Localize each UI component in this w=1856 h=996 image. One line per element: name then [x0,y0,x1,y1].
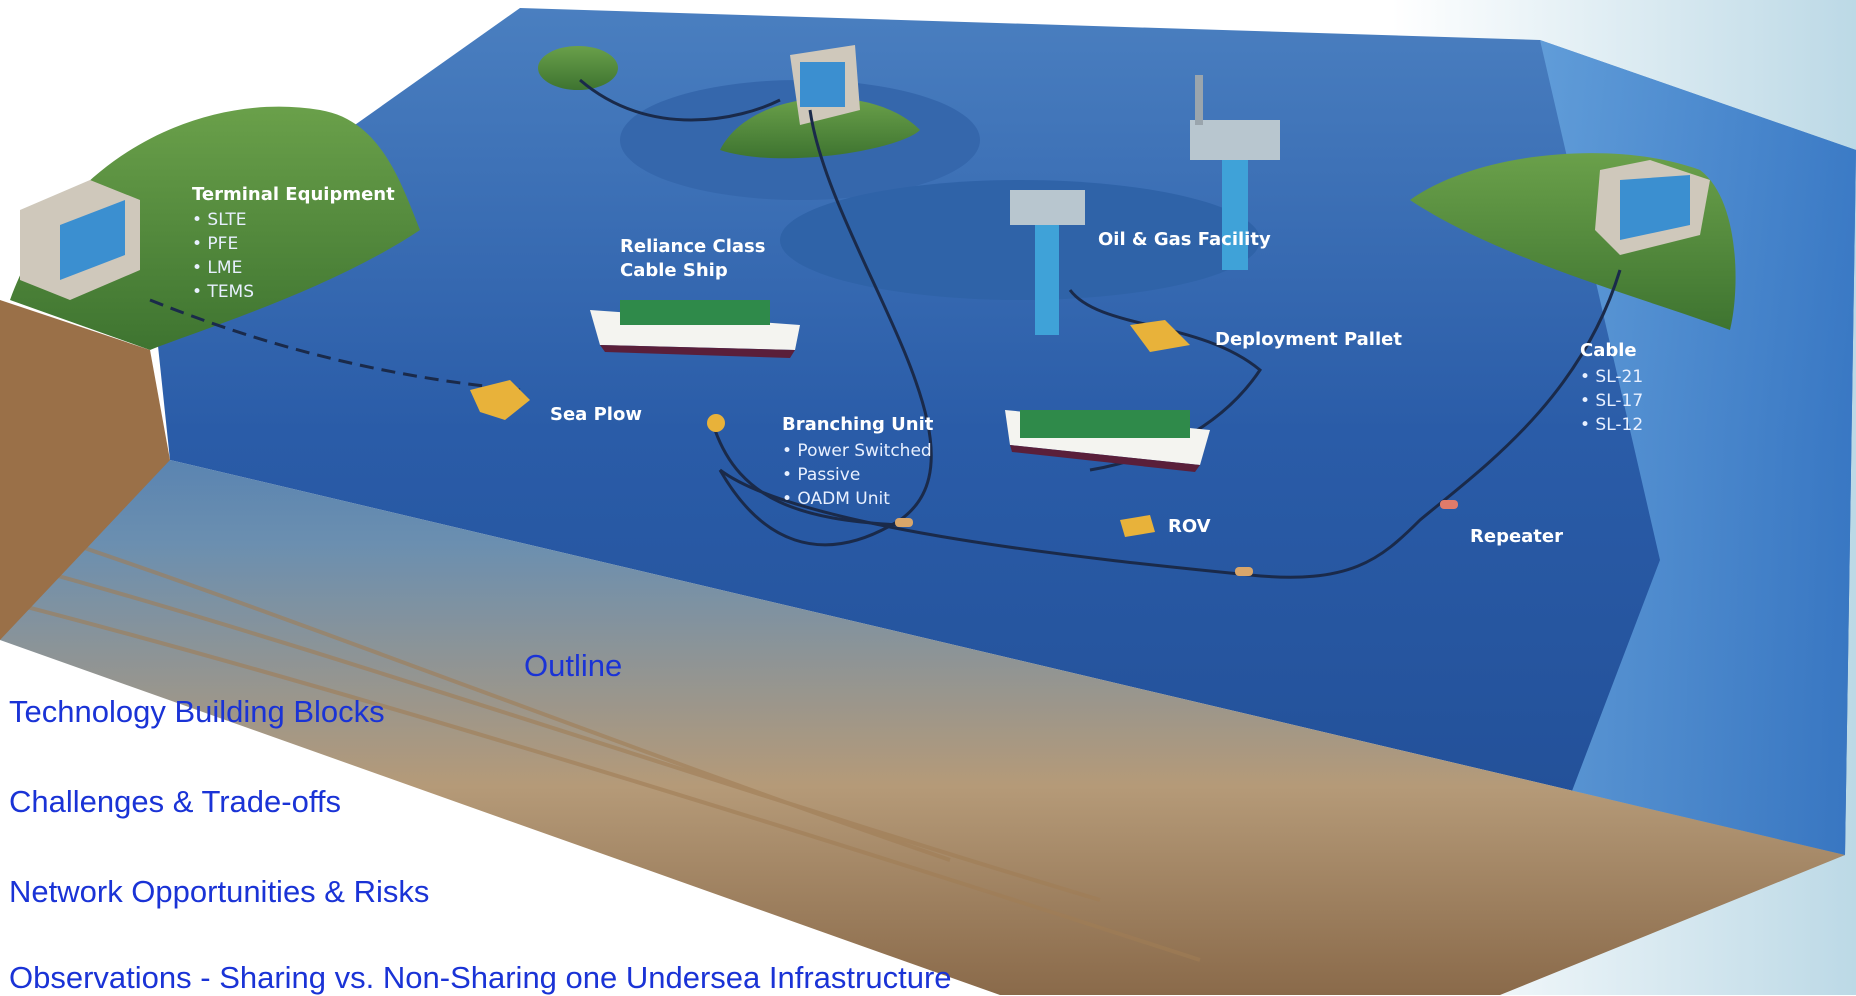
block-right-side [1500,40,1856,980]
cable-ship-label: Reliance Class [620,236,765,257]
sea-plow [470,380,530,420]
cable-route [149,298,521,392]
cable-label: Cable [1580,340,1637,361]
outline-item: Observations - Sharing vs. Non-Sharing o… [9,960,952,995]
terminal-building-center [790,45,860,125]
cable-ship-label: Cable Ship [620,260,728,281]
rov-label: ROV [1168,516,1211,537]
repeater-marker [1440,500,1458,509]
terminal-building-left [20,180,140,300]
cable-item: • SL-12 [1580,415,1643,435]
branching-unit-item: • Passive [782,465,860,485]
branching-unit-item: • Power Switched [782,441,932,461]
deployment-pallet [1130,320,1190,352]
outline-item: Technology Building Blocks [9,694,385,729]
terminal-equipment-item: • TEMS [192,282,254,302]
cable-route [713,429,901,527]
block-front-section [0,300,1845,995]
cable-route [719,269,1622,579]
branching-unit-item: • OADM Unit [782,489,890,509]
small-island [538,46,618,90]
repeater-marker [895,518,913,527]
branching-unit-label: Branching Unit [782,414,934,435]
cable-item: • SL-21 [1580,367,1643,387]
left-landmass [10,106,420,350]
cable-route [718,109,933,547]
terminal-equipment-item: • PFE [192,234,238,254]
outline-item: Challenges & Trade-offs [9,784,342,819]
cable-route [579,78,781,122]
oil-gas-platform [1010,75,1280,335]
terminal-equipment-label: Terminal Equipment [192,184,395,205]
terminal-equipment-item: • SLTE [192,210,246,230]
rov [1120,515,1155,537]
repeater-label: Repeater [1470,526,1563,547]
seafloor-mound [780,180,1260,300]
outline-item: Network Opportunities & Risks [9,874,430,909]
deployment-pallet-label: Deployment Pallet [1215,329,1402,350]
center-island [720,97,920,159]
terminal-building-right [1595,160,1710,255]
sea-surface [150,8,1856,855]
oil-gas-facility-label: Oil & Gas Facility [1098,229,1271,250]
branching-unit-marker [707,414,725,432]
left-cliff [0,300,170,640]
repeater-marker [1235,567,1253,576]
cable-ship [590,300,800,358]
terminal-equipment-item: • LME [192,258,242,278]
outline-title: Outline [524,648,623,683]
cable-ship [1005,410,1210,472]
cable-item: • SL-17 [1580,391,1643,411]
sea-plow-label: Sea Plow [550,404,642,425]
sediment-layers [0,518,1201,962]
